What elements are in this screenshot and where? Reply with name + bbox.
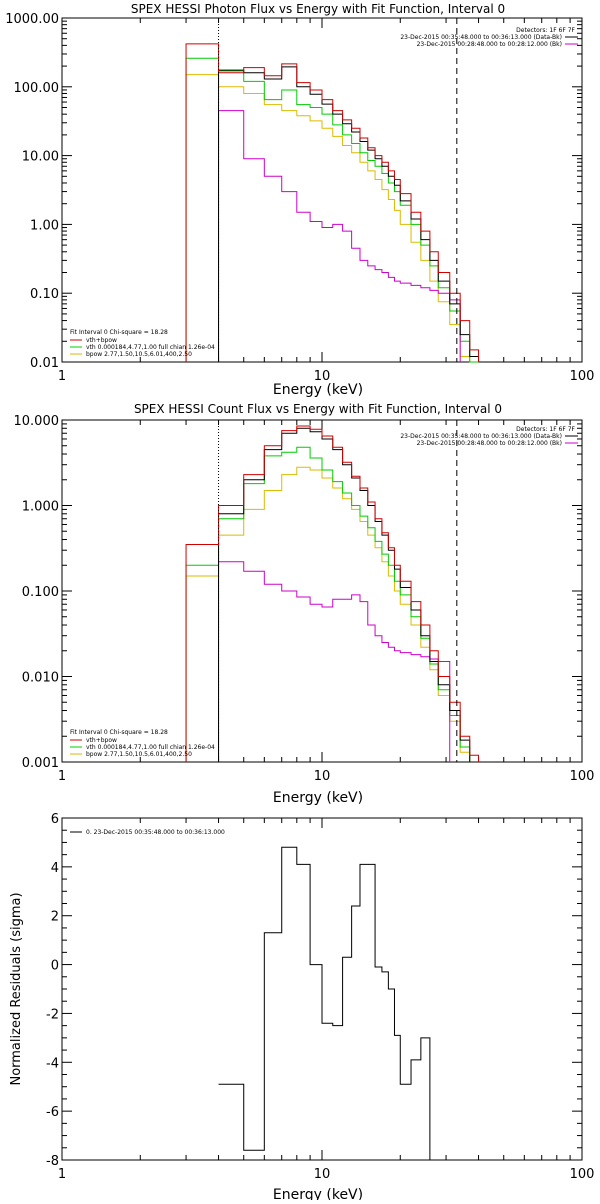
photon-x-tick-label: 1 xyxy=(58,369,66,384)
residual-y-tick-label: 6 xyxy=(51,812,59,827)
count-flux-plot-area: 1 10 100 0.001 0.010 0.100 1.000 10.000 xyxy=(14,414,595,784)
count-y-tick-label: 0.100 xyxy=(22,585,59,600)
photon-flux-series xyxy=(185,43,480,363)
count-y-tick-label: 1.000 xyxy=(22,500,59,515)
residual-y-tick-label: 4 xyxy=(51,861,59,876)
count-y-tick-label: 10.000 xyxy=(14,414,60,429)
count-x-tick-label: 10 xyxy=(314,769,331,784)
count-flux-legend-top: Detectors: 1F 6F 7F 23-Dec-2015 00:35:48… xyxy=(400,426,578,447)
residual-x-tick-label: 10 xyxy=(314,1167,331,1182)
residuals-ylabel: Normalized Residuals (sigma) xyxy=(9,892,24,1085)
count-flux-fit-legend: Fit Interval 0 Chi-square = 18.28 vth+bp… xyxy=(70,729,215,758)
photon-x-tick-label: 100 xyxy=(570,369,595,384)
time-data-label: 23-Dec-2015 00:35:48.000 to 00:36:13.000… xyxy=(400,433,562,440)
photon-flux-energy-markers xyxy=(218,18,458,362)
count-series-data xyxy=(218,427,471,762)
count-flux-energy-markers xyxy=(218,420,458,762)
count-flux-ticks: 1 10 100 0.001 0.010 0.100 1.000 10.000 xyxy=(14,414,595,784)
count-flux-xlabel: Energy (keV) xyxy=(273,790,363,806)
photon-series-bpow xyxy=(185,74,471,362)
photon-flux-plot-area: 1 10 100 0.01 0.10 1.00 10.00 100.00 1000.00 xyxy=(5,12,594,384)
count-series-vth xyxy=(185,446,471,762)
photon-series-total xyxy=(185,43,480,362)
residuals-series xyxy=(218,846,461,1161)
photon-flux-legend-top: Detectors: 1F 6F 7F 23-Dec-2015 00:35:48… xyxy=(400,27,578,48)
fit-line-bpow: bpow 2.77,1.50,10.5,6.01,400,2.50 xyxy=(86,751,192,758)
photon-y-tick-label: 1.00 xyxy=(30,218,59,233)
photon-y-tick-label: 1000.00 xyxy=(5,12,59,27)
fit-header: Fit Interval 0 Chi-square = 18.28 xyxy=(70,329,168,336)
photon-flux-title: SPEX HESSI Photon Flux vs Energy with Fi… xyxy=(131,2,505,16)
residual-y-tick-label: -4 xyxy=(46,1056,59,1071)
count-x-tick-label: 1 xyxy=(58,769,66,784)
count-series-total xyxy=(185,425,480,762)
residuals-xlabel: Energy (keV) xyxy=(273,1187,363,1200)
residual-y-tick-label: -2 xyxy=(46,1007,59,1022)
residuals-plot-area: 1 10 100 -8 -6 -4 -2 0 2 4 6 xyxy=(46,812,594,1182)
time-bk-label: 23-Dec-2015 00:28:48.000 to 00:28:12.000… xyxy=(417,440,562,447)
detectors-label: Detectors: 1F 6F 7F xyxy=(516,426,575,433)
count-flux-series xyxy=(185,425,480,762)
residual-y-tick-label: 0 xyxy=(51,959,59,974)
count-y-tick-label: 0.010 xyxy=(22,671,59,686)
photon-series-vth xyxy=(185,57,479,363)
residuals-ticks: 1 10 100 -8 -6 -4 -2 0 2 4 6 xyxy=(46,812,594,1182)
photon-y-tick-label: 10.00 xyxy=(22,150,59,165)
residuals-legend-label: 0. 23-Dec-2015 00:35:48.000 to 00:36:13.… xyxy=(86,829,225,836)
residual-x-tick-label: 1 xyxy=(58,1167,66,1182)
photon-flux-ticks: 1 10 100 0.01 0.10 1.00 10.00 100.00 1000.00 xyxy=(5,12,594,384)
count-x-tick-label: 100 xyxy=(570,769,595,784)
fit-line-total: vth+bpow xyxy=(86,337,117,344)
time-data-label: 23-Dec-2015 00:35:48.000 to 00:36:13.000… xyxy=(400,34,562,41)
count-series-bpow xyxy=(185,466,471,762)
fit-line-total: vth+bpow xyxy=(86,737,117,744)
photon-series-data xyxy=(218,66,480,362)
photon-x-tick-label: 10 xyxy=(314,369,331,384)
residuals-legend: 0. 23-Dec-2015 00:35:48.000 to 00:36:13.… xyxy=(70,829,225,836)
count-flux-panel: SPEX HESSI Count Flux vs Energy with Fit… xyxy=(14,402,595,806)
residual-y-tick-label: 2 xyxy=(51,910,59,925)
residual-y-tick-label: -6 xyxy=(46,1105,59,1120)
fit-header: Fit Interval 0 Chi-square = 18.28 xyxy=(70,729,168,736)
photon-flux-frame xyxy=(61,17,583,363)
residual-y-tick-label: -8 xyxy=(46,1154,59,1169)
photon-series-background xyxy=(218,110,461,362)
count-series-background xyxy=(218,561,451,762)
residual-series-data xyxy=(218,846,461,1161)
fit-line-vth: vth 0.000184,4.77,1.00 full chian 1.26e-… xyxy=(86,744,215,751)
photon-y-tick-label: 0.01 xyxy=(30,356,59,371)
photon-y-tick-label: 0.10 xyxy=(30,287,59,302)
photon-flux-fit-legend: Fit Interval 0 Chi-square = 18.28 vth+bp… xyxy=(70,329,215,358)
photon-flux-xlabel: Energy (keV) xyxy=(273,382,363,398)
residuals-panel: 1 10 100 -8 -6 -4 -2 0 2 4 6 0. 23-Dec-2015 00:35:… xyxy=(9,812,594,1203)
count-y-tick-label: 0.001 xyxy=(22,756,59,771)
count-flux-title: SPEX HESSI Count Flux vs Energy with Fit… xyxy=(134,402,502,416)
residual-x-tick-label: 100 xyxy=(570,1167,595,1182)
fit-line-bpow: bpow 2.77,1.50,10.5,6.01,400,2.50 xyxy=(86,351,192,358)
photon-y-tick-label: 100.00 xyxy=(14,81,60,96)
fit-line-vth: vth 0.000184,4.77,1.00 full chian 1.26e-… xyxy=(86,344,215,351)
time-bk-label: 23-Dec-2015 00:28:48.000 to 00:28:12.000… xyxy=(417,41,562,48)
detectors-label: Detectors: 1F 6F 7F xyxy=(516,27,575,34)
photon-flux-panel: SPEX HESSI Photon Flux vs Energy with Fi… xyxy=(5,2,594,398)
